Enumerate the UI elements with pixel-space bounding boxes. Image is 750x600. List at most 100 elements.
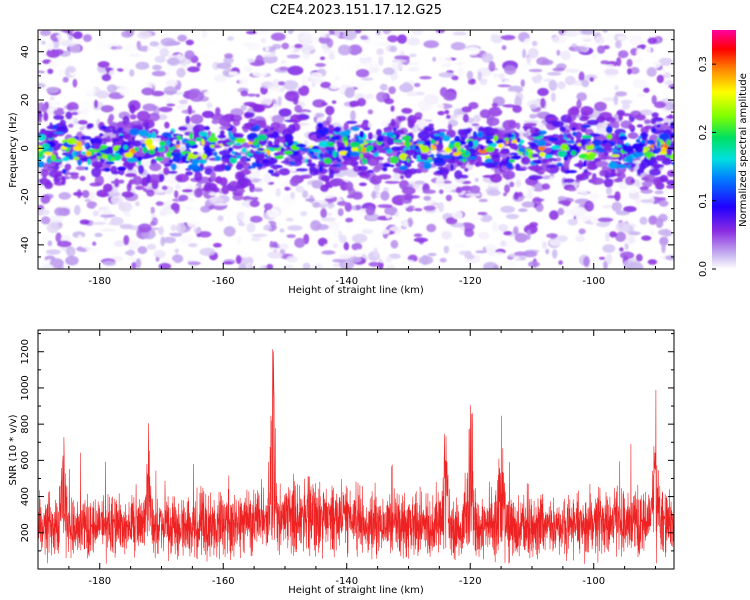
heatmap-cell — [100, 214, 116, 218]
heatmap-cell — [43, 111, 49, 122]
heatmap-cell — [89, 149, 99, 153]
heatmap-cell — [490, 128, 499, 134]
heatmap-cell — [213, 242, 222, 248]
heatmap-cell — [281, 62, 292, 66]
heatmap-cell — [274, 137, 286, 141]
heatmap-cell — [394, 55, 410, 60]
heatmap-cell — [352, 233, 368, 244]
heatmap-cell — [662, 129, 672, 134]
heatmap-cell — [137, 223, 152, 233]
heatmap-cell — [201, 153, 207, 160]
heatmap-cell — [72, 31, 83, 40]
heatmap-cell — [611, 201, 622, 212]
heatmap-cell — [228, 147, 234, 152]
heatmap-cell — [168, 159, 174, 164]
heatmap-cell — [438, 201, 444, 213]
heatmap-cell — [159, 173, 165, 182]
heatmap-cell — [329, 164, 341, 167]
heatmap-cell — [81, 151, 87, 155]
heatmap-cell — [67, 123, 74, 128]
heatmap-cell — [487, 182, 504, 187]
heatmap-cell — [659, 236, 669, 246]
heatmap-cell — [620, 99, 633, 105]
heatmap-cell — [297, 31, 312, 42]
heatmap-cell — [287, 30, 294, 35]
heatmap-cell — [559, 126, 567, 132]
heatmap-cell — [352, 191, 363, 200]
heatmap-cell — [318, 140, 328, 148]
heatmap-cell — [439, 192, 445, 200]
heatmap-cell — [311, 180, 324, 189]
heatmap-cell — [354, 30, 362, 34]
heatmap-cell — [500, 240, 507, 247]
heatmap-cell — [257, 147, 265, 152]
heatmap-cell — [566, 170, 578, 174]
heatmap-cell — [641, 139, 647, 144]
heatmap-cell — [531, 153, 539, 158]
heatmap-cell — [115, 45, 123, 50]
heatmap-cell — [46, 40, 55, 51]
heatmap-cell — [652, 163, 661, 170]
heatmap-cell — [272, 103, 278, 114]
heatmap-cell — [202, 110, 214, 119]
heatmap-cell — [576, 92, 587, 101]
x-tick-label: -120 — [459, 276, 482, 287]
y-tick-label: -40 — [20, 237, 31, 253]
heatmap-cell — [350, 159, 358, 167]
heatmap-cell — [376, 91, 388, 103]
heatmap-cell — [617, 50, 629, 59]
heatmap-cell — [284, 186, 291, 191]
heatmap-cell — [667, 170, 674, 177]
heatmap-cell — [317, 122, 323, 128]
heatmap-cell — [147, 112, 160, 122]
heatmap-cell — [663, 231, 673, 237]
heatmap-cell — [77, 159, 82, 166]
heatmap-cell — [125, 30, 135, 37]
heatmap-cell — [209, 196, 224, 205]
heatmap-cell — [629, 67, 640, 75]
heatmap-cell — [566, 146, 570, 151]
heatmap-cell — [604, 152, 609, 156]
heatmap-cell — [68, 35, 73, 41]
heatmap-cell — [178, 235, 195, 244]
heatmap-cell — [154, 55, 166, 63]
heatmap-cell — [361, 229, 374, 235]
heatmap-cell — [488, 61, 496, 72]
heatmap-cell — [658, 57, 673, 66]
heatmap-cell — [322, 49, 336, 54]
heatmap-cell — [166, 103, 176, 107]
heatmap-cell — [223, 226, 236, 237]
heatmap-cell — [325, 33, 331, 38]
heatmap-cell — [365, 206, 376, 216]
heatmap-cell — [64, 163, 72, 171]
heatmap-cell — [255, 54, 264, 66]
heatmap-cell — [552, 120, 564, 128]
heatmap-cell — [182, 189, 193, 193]
heatmap-cell — [506, 156, 510, 163]
heatmap-cell — [292, 97, 299, 105]
heatmap-cell — [241, 147, 247, 154]
heatmap-cell — [322, 43, 329, 52]
heatmap-cell — [123, 144, 128, 150]
heatmap-cell — [270, 122, 281, 130]
heatmap-cell — [66, 102, 79, 112]
heatmap-cell — [246, 262, 253, 269]
heatmap-cell — [252, 71, 267, 77]
heatmap-cell — [227, 128, 233, 131]
heatmap-cell — [540, 97, 546, 109]
heatmap-cell — [498, 224, 509, 232]
heatmap-cell — [156, 147, 166, 152]
heatmap-cell — [570, 206, 587, 217]
heatmap-cell — [432, 136, 440, 141]
heatmap-cell — [580, 139, 586, 147]
heatmap-cell — [552, 67, 565, 72]
heatmap-cell — [367, 132, 373, 140]
heatmap-cell — [356, 53, 373, 59]
heatmap-cell — [424, 153, 428, 161]
heatmap-cell — [599, 170, 606, 177]
heatmap-cell — [420, 145, 430, 153]
heatmap-cell — [625, 155, 634, 163]
heatmap-cell — [539, 151, 546, 158]
heatmap-cell — [178, 194, 189, 202]
heatmap-cell — [372, 39, 380, 47]
